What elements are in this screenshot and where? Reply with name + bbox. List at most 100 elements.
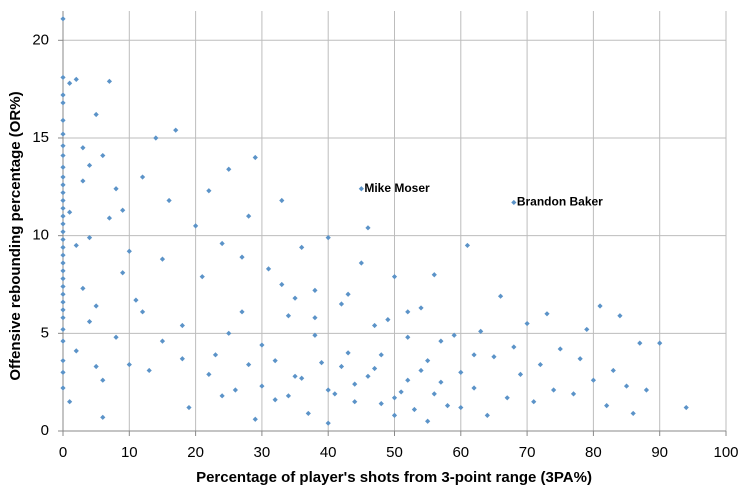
point bbox=[186, 404, 192, 411]
point bbox=[93, 303, 99, 309]
point bbox=[80, 285, 86, 291]
point bbox=[318, 360, 325, 366]
point bbox=[259, 342, 265, 348]
point bbox=[106, 215, 113, 221]
point bbox=[299, 244, 305, 250]
point bbox=[60, 190, 66, 196]
point bbox=[405, 377, 411, 383]
point bbox=[60, 260, 66, 266]
point bbox=[524, 320, 530, 327]
point bbox=[438, 338, 444, 344]
point bbox=[206, 371, 212, 377]
point bbox=[345, 291, 351, 297]
point bbox=[292, 295, 298, 301]
x-tick-label: 50 bbox=[386, 444, 403, 461]
point bbox=[338, 363, 345, 370]
point bbox=[60, 244, 66, 250]
point bbox=[60, 385, 66, 391]
point bbox=[504, 395, 510, 401]
x-tick-label: 20 bbox=[187, 444, 204, 461]
point bbox=[325, 235, 331, 241]
point bbox=[60, 117, 66, 123]
point bbox=[60, 326, 66, 333]
point bbox=[232, 387, 238, 393]
annotation: Mike Moser bbox=[364, 181, 430, 195]
point bbox=[60, 291, 66, 297]
point bbox=[100, 414, 106, 420]
point bbox=[60, 213, 66, 219]
x-tick-label: 10 bbox=[121, 444, 138, 461]
point bbox=[166, 197, 172, 204]
point bbox=[179, 356, 185, 362]
x-tick-label: 60 bbox=[452, 444, 469, 461]
point bbox=[345, 350, 351, 356]
point bbox=[212, 352, 219, 358]
point bbox=[623, 383, 630, 389]
point bbox=[139, 174, 146, 180]
point bbox=[577, 356, 583, 362]
point bbox=[86, 235, 93, 241]
point bbox=[252, 154, 258, 161]
point bbox=[226, 330, 232, 336]
point bbox=[385, 317, 391, 323]
point bbox=[272, 358, 278, 364]
point bbox=[193, 223, 199, 229]
x-axis-title: Percentage of player's shots from 3-poin… bbox=[196, 469, 592, 486]
point bbox=[537, 361, 543, 368]
point bbox=[60, 16, 66, 22]
point bbox=[93, 363, 99, 370]
point bbox=[86, 319, 93, 325]
point bbox=[484, 412, 490, 418]
point bbox=[80, 178, 86, 184]
point bbox=[106, 78, 113, 84]
point bbox=[60, 252, 66, 258]
y-tick-label: 15 bbox=[32, 129, 49, 146]
point bbox=[272, 397, 278, 403]
point bbox=[126, 361, 132, 368]
point bbox=[299, 375, 305, 381]
point bbox=[464, 242, 471, 249]
point bbox=[285, 313, 292, 319]
point bbox=[471, 352, 477, 358]
point bbox=[219, 240, 225, 247]
point bbox=[471, 385, 477, 391]
annotation: Brandon Baker bbox=[517, 195, 603, 209]
point bbox=[312, 287, 318, 293]
point bbox=[60, 92, 66, 98]
point bbox=[630, 410, 636, 417]
point bbox=[352, 381, 358, 387]
point bbox=[643, 387, 650, 393]
point bbox=[67, 80, 73, 86]
point bbox=[67, 399, 73, 405]
point bbox=[60, 174, 66, 180]
point bbox=[637, 340, 643, 346]
point bbox=[60, 143, 66, 149]
point bbox=[332, 391, 338, 397]
point bbox=[60, 164, 66, 170]
point bbox=[657, 340, 663, 346]
point bbox=[60, 236, 66, 243]
point bbox=[60, 307, 66, 313]
point bbox=[139, 309, 146, 315]
point bbox=[246, 361, 252, 368]
point bbox=[60, 229, 66, 235]
point bbox=[438, 379, 444, 385]
point bbox=[604, 403, 610, 409]
point bbox=[478, 328, 484, 334]
point bbox=[100, 152, 106, 159]
point bbox=[517, 371, 524, 377]
point bbox=[113, 334, 119, 340]
point bbox=[60, 315, 66, 321]
point bbox=[93, 111, 99, 118]
point bbox=[219, 393, 225, 399]
point bbox=[431, 391, 437, 397]
point bbox=[551, 387, 557, 393]
x-tick-label: 70 bbox=[519, 444, 536, 461]
point bbox=[265, 266, 272, 272]
point bbox=[60, 205, 66, 211]
point bbox=[60, 358, 66, 364]
point bbox=[73, 76, 79, 82]
point bbox=[133, 297, 139, 303]
point bbox=[497, 293, 504, 299]
